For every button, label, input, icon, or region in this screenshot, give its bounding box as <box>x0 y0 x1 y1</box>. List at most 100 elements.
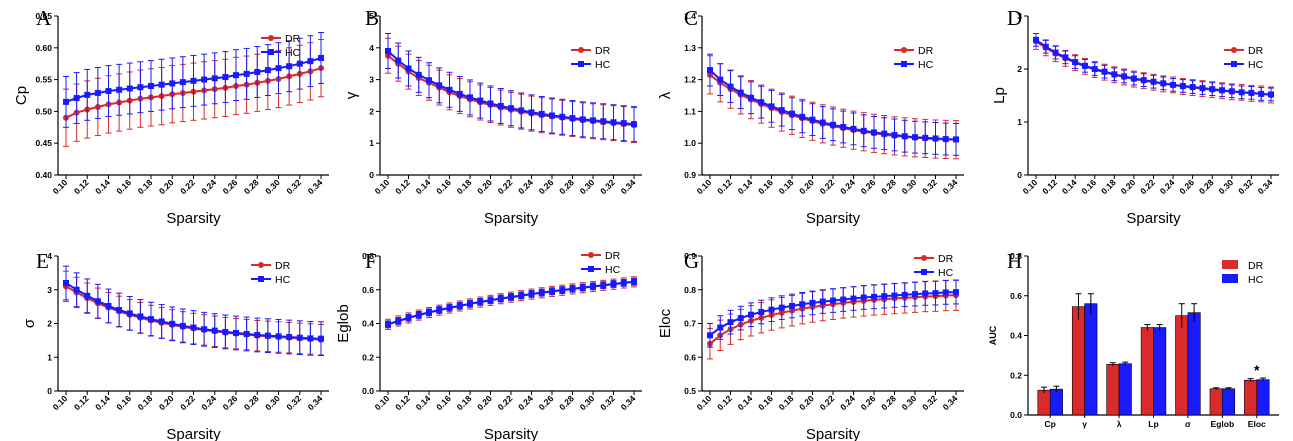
x-tick-label: 0.14 <box>736 393 755 412</box>
bar-dr <box>1244 379 1258 416</box>
series-line-dr <box>387 280 635 326</box>
y-tick-label: 3 <box>47 285 52 295</box>
significance-star: * <box>1254 362 1260 378</box>
x-tick-label: 0.16 <box>434 177 453 196</box>
hc-point-4 <box>426 309 432 316</box>
hc-point-20 <box>590 283 596 290</box>
y-tick-label: 0.0 <box>362 386 374 396</box>
hc-point-3 <box>737 89 744 96</box>
legend-label-dr: DR <box>275 260 291 272</box>
hc-point-5 <box>116 307 123 313</box>
x-tick-label: 0.24 <box>838 177 857 196</box>
hc-point-6 <box>446 86 453 93</box>
x-tick-label: 0.14 <box>414 393 433 412</box>
hc-point-14 <box>850 125 857 132</box>
hc-point-10 <box>487 100 494 107</box>
legend-label-hc: HC <box>285 47 301 59</box>
panel-letter-e: E <box>36 249 49 273</box>
hc-point-1 <box>73 95 80 102</box>
x-axis-title: Sparsity <box>166 210 221 227</box>
hc-point-17 <box>881 130 888 137</box>
hc-point-13 <box>518 107 525 114</box>
x-tick-label: 0.30 <box>263 393 282 412</box>
hc-point-14 <box>211 75 218 82</box>
y-tick-label: 0.55 <box>35 75 52 85</box>
hc-point-22 <box>296 60 303 67</box>
hc-point-16 <box>549 112 555 119</box>
hc-point-20 <box>912 291 918 298</box>
category-label: γ <box>1082 419 1087 429</box>
hc-point-11 <box>179 79 186 86</box>
panel-h: H 0.0 0.2 0.4 0.6 0.8 AUC Cp γ λ Lp σ Eglob Eloc * DR HC <box>988 249 1279 429</box>
hc-point-12 <box>830 121 836 128</box>
x-tick-label: 0.24 <box>838 393 857 412</box>
hc-point-10 <box>1130 75 1137 82</box>
hc-point-18 <box>891 131 898 138</box>
y-tick-label: 1 <box>47 352 52 362</box>
x-tick-label: 0.14 <box>1060 177 1079 196</box>
hc-point-13 <box>201 326 208 333</box>
x-tick-label: 0.24 <box>199 177 218 196</box>
hc-point-14 <box>850 295 857 302</box>
panel-letter-f: F <box>365 249 377 273</box>
hc-point-10 <box>487 297 494 304</box>
x-tick-label: 0.12 <box>72 177 91 196</box>
legend-label-hc: HC <box>595 59 611 71</box>
legend-label-dr: DR <box>938 253 954 265</box>
x-axis-title: Sparsity <box>484 210 539 227</box>
x-tick-label: 0.20 <box>475 393 494 412</box>
hc-point-17 <box>559 113 566 120</box>
x-tick-label: 0.26 <box>537 177 556 196</box>
hc-point-legend <box>1231 61 1237 67</box>
legend-label-hc: HC <box>1248 274 1264 286</box>
hc-point-2 <box>1052 49 1059 56</box>
bar-dr <box>1140 327 1154 416</box>
hc-point-21 <box>600 118 607 125</box>
hc-point-16 <box>871 129 877 136</box>
y-tick-label: 0.9 <box>684 170 696 180</box>
hc-point-18 <box>569 115 576 122</box>
hc-point-8 <box>1111 71 1118 78</box>
hc-point-0 <box>385 47 391 54</box>
x-tick-label: 0.10 <box>373 177 392 196</box>
hc-point-9 <box>1121 73 1128 80</box>
y-tick-label: 3 <box>1017 11 1022 21</box>
panel-letter-g: G <box>684 249 699 273</box>
bar-dr <box>1106 364 1120 416</box>
x-tick-label: 0.34 <box>619 393 638 412</box>
hc-point-5 <box>436 307 443 313</box>
category-label: σ <box>1185 419 1191 429</box>
legend-swatch <box>1222 274 1238 283</box>
hc-point-1 <box>717 324 724 331</box>
y-axis-title: Lp <box>991 87 1008 104</box>
x-tick-label: 0.18 <box>136 393 155 412</box>
hc-point-7 <box>778 107 785 114</box>
hc-point-22 <box>610 281 617 288</box>
x-tick-label: 0.10 <box>695 393 714 412</box>
y-tick-label: 2 <box>1017 64 1022 74</box>
hc-point-23 <box>620 120 627 127</box>
hc-point-15 <box>538 289 545 296</box>
hc-point-1 <box>717 76 724 83</box>
y-tick-label: 1 <box>369 138 374 148</box>
hc-point-11 <box>819 119 826 126</box>
hc-point-7 <box>778 304 785 311</box>
y-tick-label: 0.9 <box>684 251 696 261</box>
legend-label-hc: HC <box>938 267 954 279</box>
x-tick-label: 0.10 <box>51 177 70 196</box>
y-tick-label: 2 <box>47 319 52 329</box>
hc-point-7 <box>456 90 463 97</box>
hc-point-19 <box>901 133 908 140</box>
hc-point-21 <box>1238 89 1245 96</box>
hc-point-16 <box>871 293 877 300</box>
hc-point-3 <box>737 315 744 322</box>
x-tick-label: 0.32 <box>284 177 303 196</box>
x-tick-label: 0.28 <box>557 177 576 196</box>
hc-point-8 <box>148 82 154 89</box>
hc-point-22 <box>296 334 303 341</box>
hc-point-22 <box>932 135 939 142</box>
series-hc <box>385 277 637 329</box>
x-tick-label: 0.10 <box>51 393 70 412</box>
